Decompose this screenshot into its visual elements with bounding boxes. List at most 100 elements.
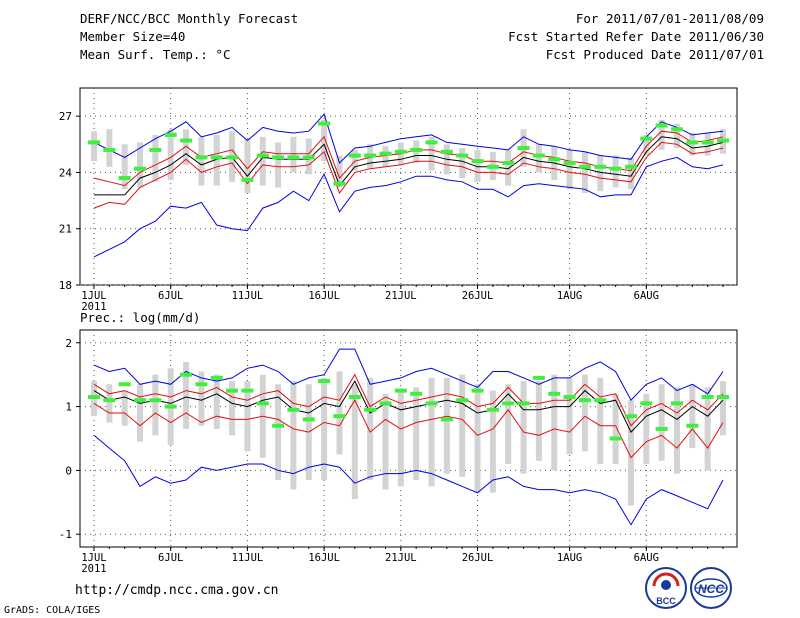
upper-outer-line <box>93 113 724 164</box>
observation-marker <box>302 417 315 422</box>
spread-box <box>397 390 404 487</box>
spread-box <box>627 400 634 506</box>
spread-box <box>673 387 680 474</box>
spread-box <box>244 138 251 194</box>
observation-marker <box>394 388 407 393</box>
observation-marker <box>701 140 714 145</box>
observation-marker <box>318 121 331 126</box>
observation-marker <box>88 395 100 400</box>
observation-marker <box>578 164 591 169</box>
y-tick-label: 18 <box>59 279 72 292</box>
spread-box <box>566 149 573 190</box>
source-url[interactable]: http://cmdp.ncc.cma.gov.cn <box>75 583 279 598</box>
observation-marker <box>103 147 116 152</box>
x-tick-label: 26JUL <box>462 552 494 564</box>
observation-marker <box>563 395 576 400</box>
observation-marker <box>548 157 561 162</box>
spread-box <box>321 377 328 480</box>
precip-panel-title: Prec.: log(mm/d) <box>80 310 200 325</box>
spread-box <box>612 155 619 188</box>
spread-box <box>183 129 190 165</box>
spread-box <box>106 384 113 423</box>
observation-marker <box>333 181 346 186</box>
observation-marker <box>532 375 545 380</box>
spread-box <box>91 131 97 162</box>
observation-marker <box>440 149 453 154</box>
spread-box <box>551 374 558 471</box>
observation-marker <box>287 407 300 412</box>
spread-box <box>213 134 220 186</box>
spread-box <box>459 148 466 179</box>
observation-marker <box>364 407 377 412</box>
y-tick-label: 0 <box>65 464 72 477</box>
x-tick-label: 21JUL <box>385 290 417 302</box>
observation-marker <box>364 153 377 158</box>
observation-marker <box>410 391 423 396</box>
spread-box <box>259 136 266 186</box>
member-size: Member Size=40 <box>80 29 186 44</box>
observation-marker <box>348 395 361 400</box>
observation-marker <box>287 155 300 160</box>
y-tick-label: 24 <box>59 166 73 179</box>
spread-box <box>658 119 665 150</box>
observation-marker <box>302 155 315 160</box>
spread-box <box>137 142 144 188</box>
observation-marker <box>686 423 699 428</box>
spread-box <box>505 384 512 465</box>
observation-marker <box>394 149 407 154</box>
x-tick-label: 16JUL <box>308 552 340 564</box>
x-tick-label: 16JUL <box>308 290 340 302</box>
spread-box <box>367 377 374 480</box>
lower-inner-line <box>93 141 724 209</box>
spread-box <box>290 381 297 490</box>
spread-box <box>290 136 297 173</box>
observation-marker <box>379 401 392 406</box>
upper-inner-line <box>93 373 724 427</box>
observation-marker <box>149 398 162 403</box>
observation-marker <box>517 146 530 151</box>
spread-box <box>213 374 220 429</box>
observation-marker <box>272 155 285 160</box>
x-tick-label: 1JUL <box>81 552 106 564</box>
observation-marker <box>226 155 239 160</box>
x-tick-label: 6JUL <box>158 290 183 302</box>
observation-marker <box>318 379 331 384</box>
spread-box <box>137 384 144 442</box>
ncc-logo-text: NCC <box>698 582 724 596</box>
observation-marker <box>471 388 484 393</box>
spread-box <box>643 134 650 156</box>
spread-box <box>198 136 205 186</box>
upper-outer-line <box>93 348 724 402</box>
spread-box <box>566 377 573 455</box>
x-tick-label: 2011 <box>81 301 106 313</box>
lower-outer-line <box>93 434 724 526</box>
spread-box <box>336 155 343 188</box>
observation-marker <box>164 132 177 137</box>
observation-marker <box>717 395 729 400</box>
x-tick-label: 26JUL <box>462 290 494 302</box>
observation-marker <box>456 398 469 403</box>
observation-marker <box>195 382 208 387</box>
observation-marker <box>655 123 668 128</box>
spread-box <box>413 387 420 480</box>
observation-marker <box>670 401 683 406</box>
spread-box <box>428 377 435 487</box>
fcst-started-date: Fcst Started Refer Date 2011/06/30 <box>508 29 764 44</box>
spread-box <box>121 144 128 190</box>
observation-marker <box>440 417 453 422</box>
ensemble-mean-line <box>93 380 724 433</box>
spread-box <box>198 371 205 426</box>
observation-marker <box>103 398 116 403</box>
spread-box <box>152 374 159 436</box>
spread-box <box>581 374 588 452</box>
observation-marker <box>149 147 162 152</box>
observation-marker <box>134 166 147 171</box>
spread-box <box>351 149 358 171</box>
spread-box <box>382 393 389 490</box>
observation-marker <box>471 159 484 164</box>
x-tick-label: 1AUG <box>557 290 582 302</box>
spread-box <box>167 129 174 180</box>
spread-box <box>121 390 128 426</box>
